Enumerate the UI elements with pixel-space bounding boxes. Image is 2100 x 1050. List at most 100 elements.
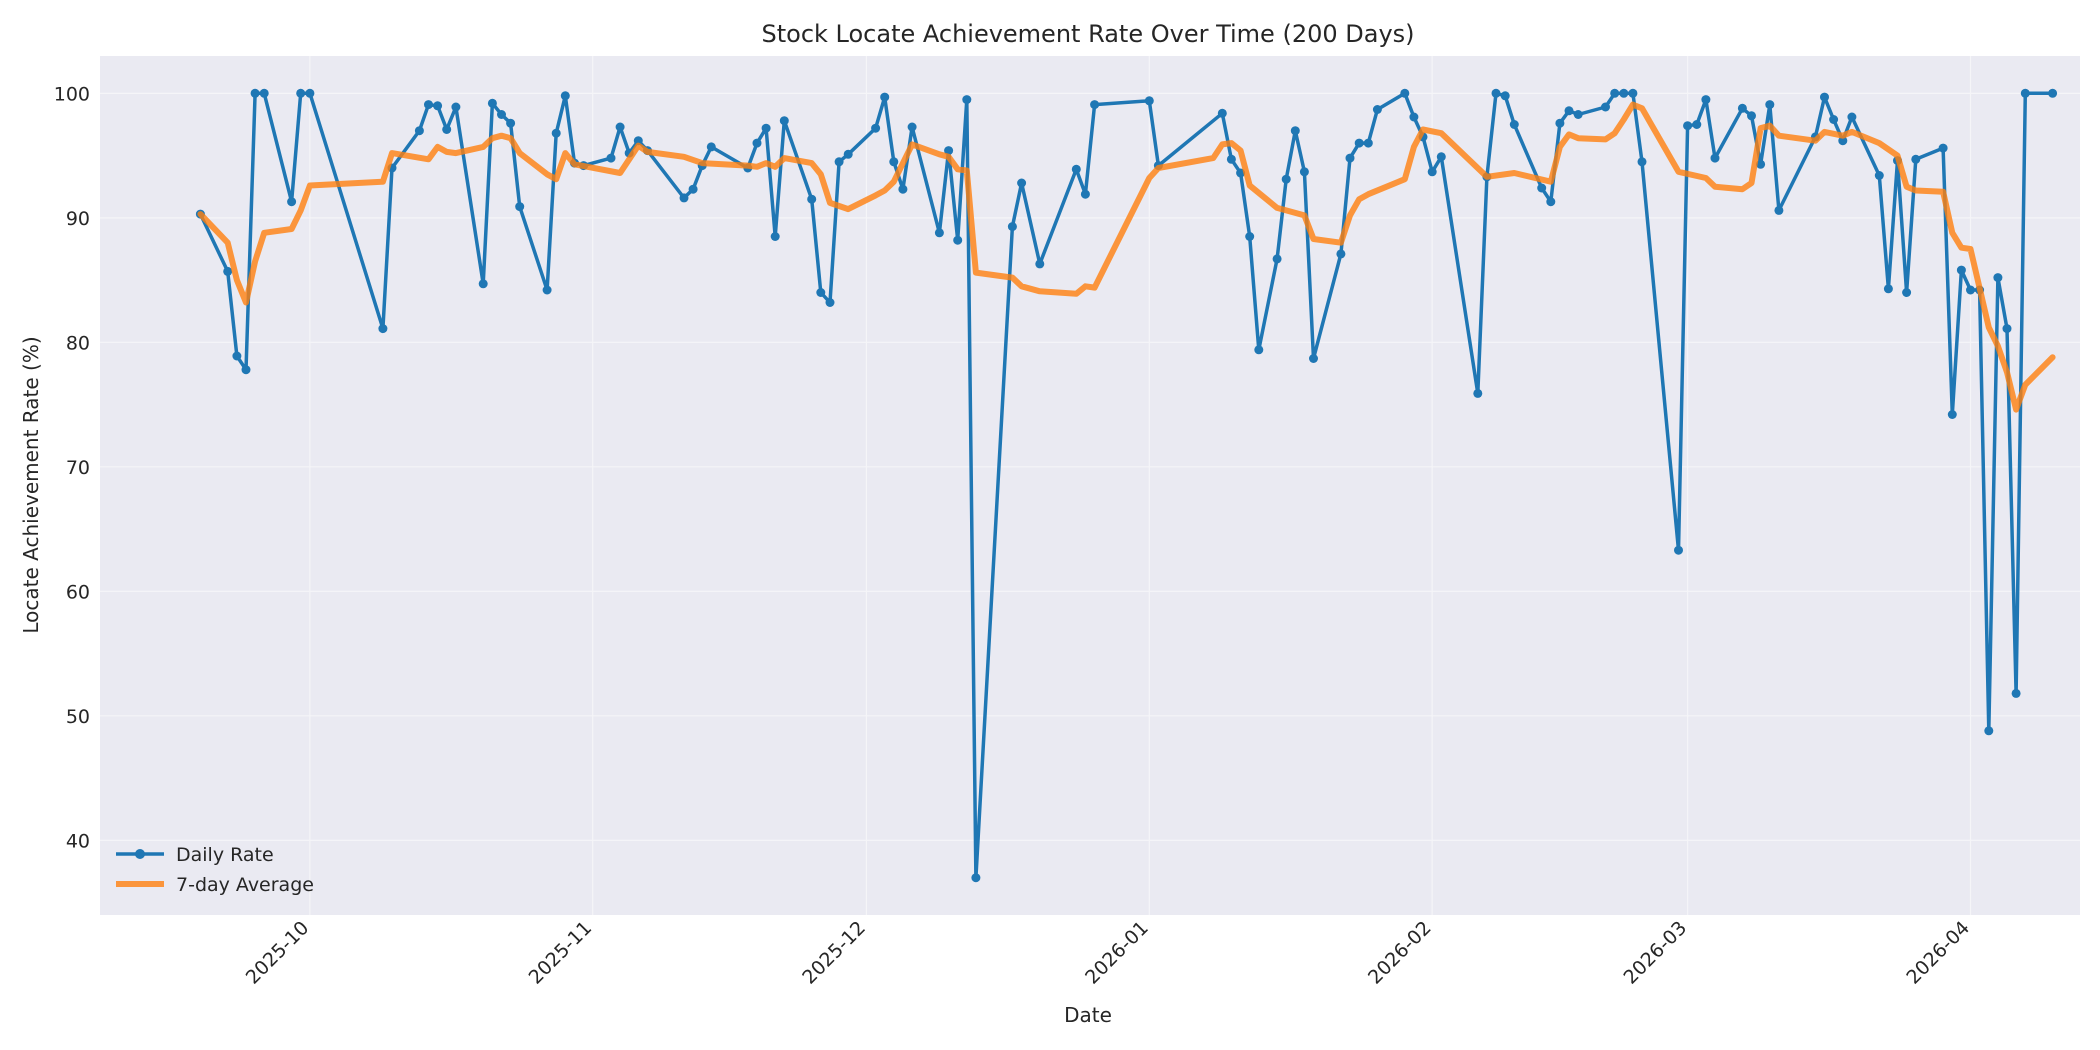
data-point xyxy=(1299,167,1309,177)
data-point xyxy=(1820,92,1829,102)
data-point xyxy=(1473,388,1483,398)
data-point xyxy=(907,122,917,132)
data-point xyxy=(506,118,516,128)
data-point xyxy=(779,116,789,126)
data-point xyxy=(551,128,561,138)
data-point xyxy=(1947,410,1957,419)
data-point xyxy=(1090,100,1100,110)
data-point xyxy=(1874,171,1884,180)
x-axis-ticks: 2025-10 2025-11 2025-12 2026-01 2026-02 2026-… xyxy=(242,917,1974,989)
data-point xyxy=(1254,345,1264,355)
data-point xyxy=(497,110,506,119)
data-point xyxy=(1637,157,1647,167)
data-point xyxy=(259,88,269,98)
data-point xyxy=(478,279,488,289)
x-tick-label: 2025-12 xyxy=(798,917,870,989)
data-point xyxy=(1400,88,1410,98)
data-point xyxy=(1993,273,2003,283)
data-point xyxy=(560,91,570,101)
x-tick-label: 2026-01 xyxy=(1081,917,1153,989)
data-point xyxy=(615,122,625,132)
data-point xyxy=(1427,167,1437,177)
data-point xyxy=(1226,154,1236,164)
data-point xyxy=(287,197,297,207)
data-point xyxy=(834,157,844,167)
data-point xyxy=(542,285,552,295)
series-layer xyxy=(195,88,2058,883)
data-point xyxy=(1017,178,1027,188)
x-tick-label: 2026-03 xyxy=(1619,917,1691,989)
legend: Daily Rate 7-day Average xyxy=(116,844,314,896)
data-point xyxy=(1838,136,1848,146)
data-point xyxy=(487,98,497,108)
legend-entry-daily: Daily Rate xyxy=(176,844,274,866)
data-point xyxy=(223,266,233,276)
data-point xyxy=(679,193,689,203)
data-point xyxy=(770,232,780,241)
chart-title: Stock Locate Achievement Rate Over Time … xyxy=(761,20,1414,48)
data-point xyxy=(889,157,899,167)
data-point xyxy=(1610,88,1620,98)
data-point xyxy=(1573,110,1583,119)
data-point xyxy=(1363,138,1373,148)
data-point xyxy=(1737,103,1747,113)
data-point xyxy=(1290,126,1300,136)
data-point xyxy=(1966,285,1975,295)
y-tick-label: 70 xyxy=(66,457,90,479)
data-point xyxy=(378,324,388,334)
data-point xyxy=(1007,222,1017,232)
data-point xyxy=(1436,152,1446,162)
data-point xyxy=(305,88,315,98)
data-point xyxy=(1564,106,1574,116)
data-point xyxy=(898,184,908,194)
data-point xyxy=(953,235,963,245)
y-tick-label: 50 xyxy=(66,706,90,728)
data-point xyxy=(1692,120,1702,129)
data-point xyxy=(1144,96,1154,106)
data-point xyxy=(1674,545,1683,555)
data-point xyxy=(1984,726,1994,736)
data-point xyxy=(1354,138,1364,148)
y-tick-label: 40 xyxy=(66,830,90,852)
data-point xyxy=(807,194,817,204)
data-point xyxy=(1938,143,1948,153)
data-point xyxy=(1345,153,1355,163)
data-point xyxy=(1902,288,1912,297)
data-point xyxy=(515,202,525,212)
grid-lines xyxy=(100,56,2080,915)
data-point xyxy=(880,92,890,102)
data-point xyxy=(2048,88,2058,98)
data-point xyxy=(1911,154,1921,164)
x-tick-label: 2025-11 xyxy=(525,917,597,989)
data-point xyxy=(1500,91,1510,101)
data-point xyxy=(250,88,260,98)
data-point xyxy=(2020,88,2030,98)
data-point xyxy=(1309,354,1318,363)
data-point xyxy=(606,153,616,163)
data-point xyxy=(1491,88,1501,98)
data-point xyxy=(1509,120,1519,129)
data-point xyxy=(1710,153,1720,163)
data-point xyxy=(761,123,771,133)
data-point xyxy=(1546,197,1556,207)
data-point xyxy=(1628,88,1638,98)
y-tick-label: 90 xyxy=(66,208,90,230)
data-point xyxy=(1272,254,1282,264)
series-line-7-day-average xyxy=(197,101,2056,413)
data-point xyxy=(1701,95,1711,105)
data-point xyxy=(414,126,424,136)
data-point xyxy=(633,136,643,146)
data-point xyxy=(1774,205,1784,215)
data-point xyxy=(433,101,443,111)
data-point xyxy=(1883,284,1893,294)
legend-entry-avg: 7-day Average xyxy=(176,874,314,896)
y-tick-label: 80 xyxy=(66,332,90,354)
data-point xyxy=(752,138,762,148)
data-point xyxy=(871,123,881,133)
plot-area xyxy=(100,56,2080,915)
data-point xyxy=(296,88,306,98)
data-point xyxy=(944,146,954,156)
data-point xyxy=(706,142,716,152)
y-tick-label: 60 xyxy=(66,581,90,603)
